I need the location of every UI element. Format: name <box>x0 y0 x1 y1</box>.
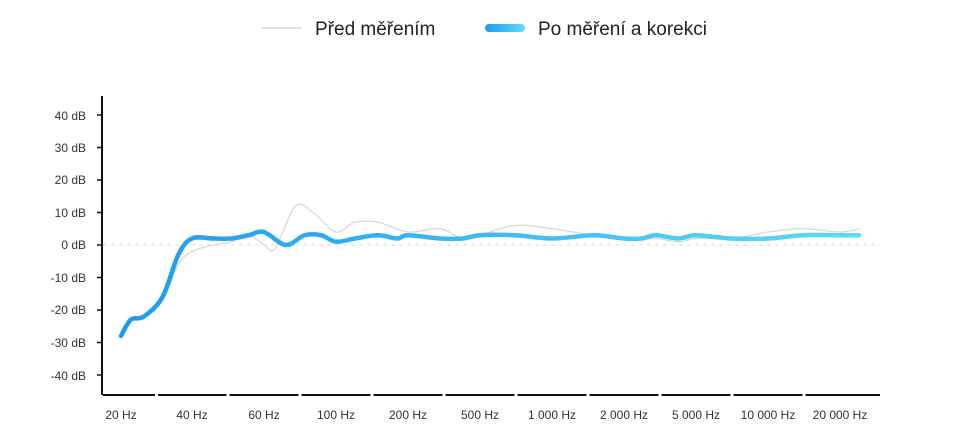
x-tick-label: 5 000 Hz <box>672 408 720 422</box>
legend: Před měřením Po měření a korekci <box>262 19 707 40</box>
x-tick-label: 60 Hz <box>248 408 279 422</box>
x-tick-label: 20 Hz <box>105 408 136 422</box>
legend-swatch-after <box>485 24 525 32</box>
y-tick-label: -10 dB <box>51 271 86 285</box>
x-tick-label: 100 Hz <box>317 408 355 422</box>
x-tick-label: 10 000 Hz <box>741 408 796 422</box>
y-tick-label: 20 dB <box>55 173 86 187</box>
x-tick-label: 1 000 Hz <box>528 408 576 422</box>
x-tick-label: 40 Hz <box>176 408 207 422</box>
x-tick-label: 200 Hz <box>389 408 427 422</box>
x-tick-label: 2 000 Hz <box>600 408 648 422</box>
y-tick-label: -30 dB <box>51 336 86 350</box>
series-line-after <box>118 229 862 339</box>
x-tick-label: 20 000 Hz <box>813 408 868 422</box>
series-line-before <box>120 203 860 337</box>
y-tick-label: 10 dB <box>55 206 86 220</box>
y-tick-label: 0 dB <box>61 238 86 252</box>
y-axis: 40 dB 30 dB 20 dB 10 dB 0 dB -10 dB -20 … <box>51 96 103 395</box>
y-tick-label: 40 dB <box>55 109 86 123</box>
y-tick-label: -40 dB <box>51 369 86 383</box>
legend-label-before: Před měřením <box>315 19 435 40</box>
legend-label-after: Po měření a korekci <box>538 19 707 40</box>
x-axis: 20 Hz 40 Hz 60 Hz 100 Hz 200 Hz 500 Hz 1… <box>103 394 880 422</box>
y-tick-label: -20 dB <box>51 303 86 317</box>
y-tick-label: 30 dB <box>55 141 86 155</box>
x-tick-label: 500 Hz <box>461 408 499 422</box>
